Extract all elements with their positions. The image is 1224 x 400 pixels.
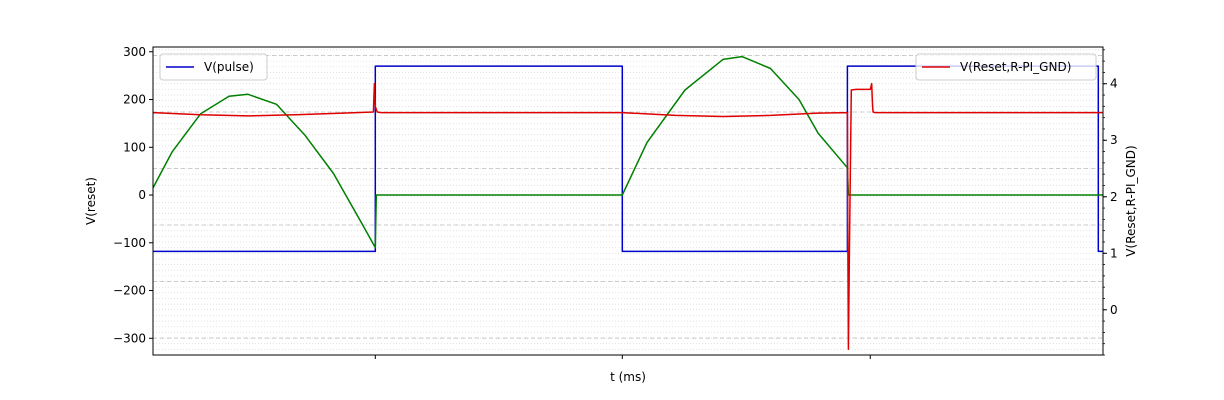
legend-left-box [159,53,268,81]
y-left-tick-label: 100 [123,140,146,154]
y-axis-right-label: V(Reset,R-PI_GND) [1124,145,1138,256]
y-right-tick-label: 2 [1110,190,1118,204]
y-left-tick-label: 300 [123,45,146,59]
y-left-tick-label: 0 [138,188,146,202]
series-layer [152,55,1103,351]
series-line-2 [152,55,1103,249]
x-axis-label: t (ms) [610,370,646,384]
y-left-tick-label: −100 [113,236,146,250]
plot-frame [152,46,1104,356]
series-line-3 [152,82,1103,351]
y-right-tick-label: 1 [1110,246,1118,260]
y-right-tick-label: 4 [1110,77,1118,91]
series-line-1 [153,65,1103,253]
ticks-layer: −300 −200 −100 0 100 200 300 0 1 2 3 4 [113,45,1118,359]
legend-left: V(pulse) [159,53,268,81]
y-left-tick-label: −300 [113,331,146,345]
y-left-tick-label: 200 [123,93,146,107]
legend-right-box [915,53,1097,81]
y-left-tick-label: −200 [113,284,146,298]
legend-right-entry: V(Reset,R-PI_GND) [960,60,1071,74]
grid-layer [153,49,1103,356]
y-axis-left-label: V(reset) [84,177,98,225]
y-right-tick-label: 3 [1110,133,1118,147]
legend-left-entry: V(pulse) [204,60,254,74]
y-right-tick-label: 0 [1110,303,1118,317]
legend-right: V(Reset,R-PI_GND) [915,53,1097,81]
